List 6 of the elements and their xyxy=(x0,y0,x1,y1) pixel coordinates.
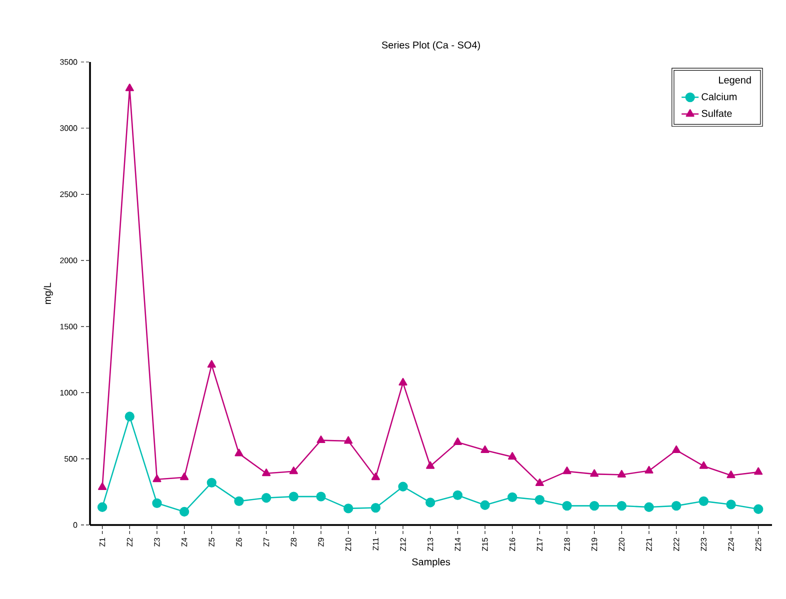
chart-title: Series Plot (Ca - SO4) xyxy=(382,41,480,50)
x-axis-title: Samples xyxy=(412,558,450,568)
legend-title: Legend xyxy=(719,76,751,86)
y-axis-title: mg/L xyxy=(44,282,53,304)
legend-label: Sulfate xyxy=(702,110,732,117)
legend-label: Calcium xyxy=(702,92,737,100)
